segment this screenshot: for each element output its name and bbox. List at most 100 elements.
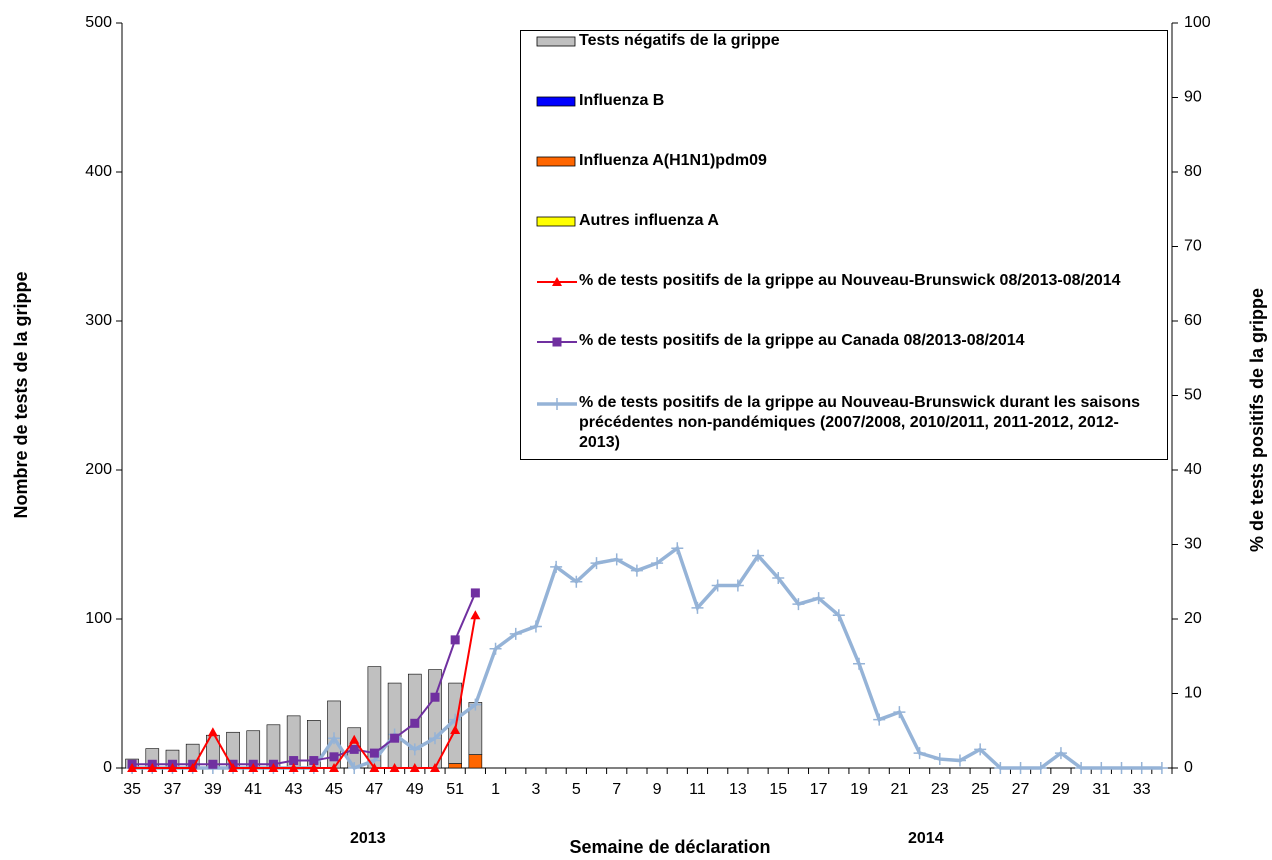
marker xyxy=(429,763,440,772)
x-tick-label: 11 xyxy=(689,781,706,798)
x-tick-label: 31 xyxy=(1092,781,1110,798)
x-tick-label: 51 xyxy=(446,781,464,798)
marker xyxy=(408,743,421,756)
x-tick-label: 39 xyxy=(204,781,222,798)
line xyxy=(132,545,1162,771)
marker xyxy=(288,763,299,772)
marker xyxy=(772,572,785,585)
marker xyxy=(832,609,845,622)
x-tick-label: 47 xyxy=(366,781,384,798)
x-tick-label: 43 xyxy=(285,781,303,798)
legend-label: Influenza A(H1N1)pdm09 xyxy=(579,152,767,169)
y2-tick-label: 60 xyxy=(1184,312,1202,329)
x-tick-label: 29 xyxy=(1052,781,1070,798)
y2-tick-label: 80 xyxy=(1184,163,1202,180)
marker xyxy=(953,754,966,767)
legend-label: % de tests positifs de la grippe au Nouv… xyxy=(579,394,1141,451)
marker xyxy=(1135,762,1148,774)
marker xyxy=(329,763,340,772)
marker xyxy=(792,598,805,611)
legend-swatch-box xyxy=(536,96,576,107)
marker xyxy=(1014,762,1027,774)
legend-entry: % de tests positifs de la grippe au Nouv… xyxy=(535,271,1155,291)
legend-swatch xyxy=(536,156,576,167)
marker xyxy=(147,763,158,772)
marker xyxy=(1054,747,1067,760)
y2-tick-label: 70 xyxy=(1184,238,1202,255)
y-tick-label: 400 xyxy=(85,163,112,180)
marker xyxy=(489,642,502,655)
marker xyxy=(167,763,178,772)
legend-entry: Influenza A(H1N1)pdm09 xyxy=(535,151,1155,171)
x-tick-label: 37 xyxy=(164,781,182,798)
legend-label: Tests négatifs de la grippe xyxy=(579,32,780,49)
y2-axis-title: % de tests positifs de la grippe xyxy=(1247,288,1267,552)
marker xyxy=(268,763,279,772)
x-tick-label: 25 xyxy=(971,781,989,798)
line xyxy=(132,615,477,769)
marker xyxy=(470,588,480,598)
marker xyxy=(349,744,359,754)
marker xyxy=(449,713,462,726)
y-tick-label: 0 xyxy=(103,759,112,776)
x-tick-label: 15 xyxy=(769,781,787,798)
y-tick-label: 500 xyxy=(85,14,112,31)
x-tick-label: 5 xyxy=(572,781,581,798)
y2-tick-label: 0 xyxy=(1184,759,1193,776)
marker xyxy=(711,579,724,592)
x-tick-label: 49 xyxy=(406,781,424,798)
x-tick-label: 1 xyxy=(491,781,500,798)
marker xyxy=(552,337,562,347)
y-axis-title: Nombre de tests de la grippe xyxy=(11,271,31,518)
y2-tick-label: 30 xyxy=(1184,536,1202,553)
marker xyxy=(933,753,946,766)
marker xyxy=(349,734,360,744)
legend: Tests négatifs de la grippe Influenza B In… xyxy=(520,30,1168,460)
bar xyxy=(448,763,462,769)
legend-entry: Influenza B xyxy=(535,91,1155,111)
marker xyxy=(731,579,744,592)
legend-swatch-box xyxy=(536,36,576,47)
legend-label: % de tests positifs de la grippe au Cana… xyxy=(579,332,1025,349)
marker xyxy=(630,564,643,577)
x-tick-label: 9 xyxy=(653,781,662,798)
marker xyxy=(207,727,218,737)
marker xyxy=(550,560,563,573)
marker xyxy=(691,601,704,614)
x-tick-label: 17 xyxy=(810,781,828,798)
legend-label: % de tests positifs de la grippe au Nouv… xyxy=(579,272,1121,289)
marker xyxy=(551,398,563,410)
bar xyxy=(468,754,483,769)
marker xyxy=(671,542,684,555)
marker xyxy=(1155,762,1168,774)
marker xyxy=(450,725,461,735)
x-tick-label: 41 xyxy=(244,781,262,798)
marker xyxy=(570,575,583,588)
y-tick-label: 200 xyxy=(85,461,112,478)
marker xyxy=(208,759,218,769)
legend-swatch xyxy=(536,96,576,107)
marker xyxy=(308,763,319,772)
x-axis-title: Semaine de déclaration xyxy=(569,837,770,857)
legend-swatch-box xyxy=(536,156,576,167)
marker xyxy=(913,747,926,760)
bar xyxy=(387,682,402,769)
legend-swatch xyxy=(536,216,576,227)
x-tick-label: 3 xyxy=(531,781,540,798)
y2-tick-label: 10 xyxy=(1184,685,1202,702)
y2-tick-label: 40 xyxy=(1184,461,1202,478)
year-label: 2014 xyxy=(908,830,944,847)
marker xyxy=(470,610,481,620)
line xyxy=(132,592,477,766)
marker xyxy=(409,763,420,772)
y2-tick-label: 50 xyxy=(1184,387,1202,404)
x-tick-label: 33 xyxy=(1133,781,1151,798)
marker xyxy=(509,627,522,640)
x-tick-label: 35 xyxy=(123,781,141,798)
y-tick-label: 100 xyxy=(85,610,112,627)
marker xyxy=(450,635,460,645)
x-tick-label: 19 xyxy=(850,781,868,798)
marker xyxy=(752,549,765,562)
